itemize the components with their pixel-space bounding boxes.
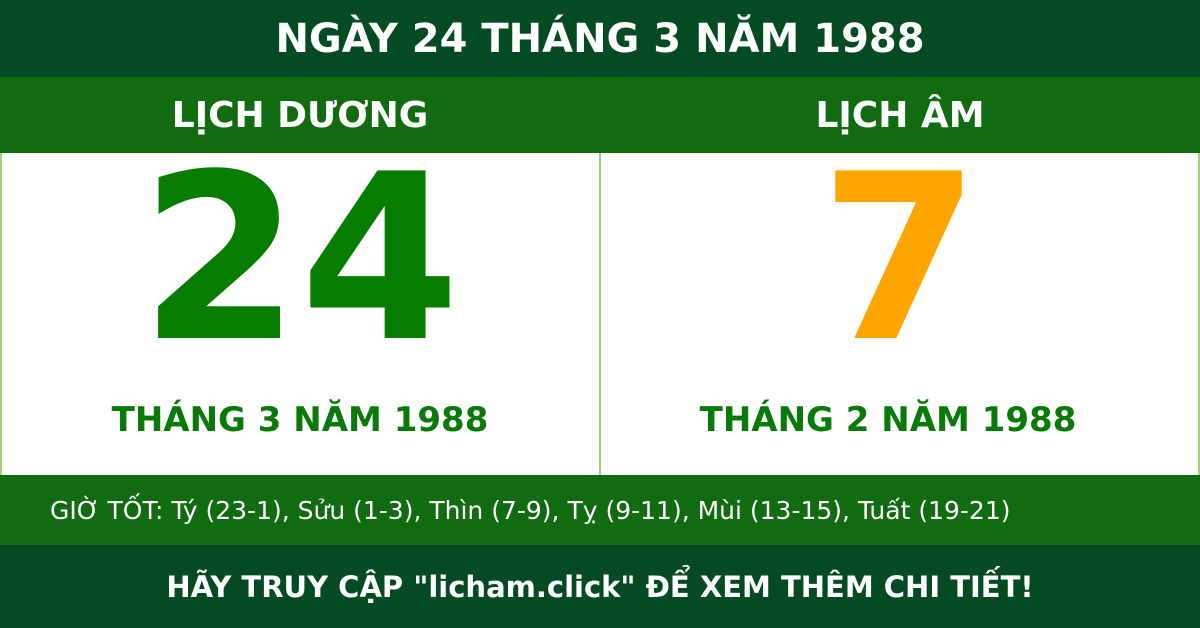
- solar-day: 24: [139, 126, 461, 393]
- lunar-calendar-label: LỊCH ÂM: [815, 94, 985, 136]
- lunar-month-year: THÁNG 2 NĂM 1988: [699, 400, 1077, 440]
- solar-calendar-label: LỊCH DƯƠNG: [171, 94, 429, 136]
- lunar-day: 7: [819, 126, 981, 393]
- calendar-labels: LỊCH DƯƠNG LỊCH ÂM: [0, 77, 1200, 153]
- page-title: NGÀY 24 THÁNG 3 NĂM 1988: [0, 0, 1200, 77]
- divider: [599, 153, 601, 475]
- solar-month-year: THÁNG 3 NĂM 1988: [111, 400, 489, 440]
- footer-cta: HÃY TRUY CẬP "licham.click" ĐỂ XEM THÊM …: [0, 545, 1200, 628]
- good-hours: GIỜ TỐT: Tý (23-1), Sửu (1-3), Thìn (7-9…: [0, 475, 1200, 545]
